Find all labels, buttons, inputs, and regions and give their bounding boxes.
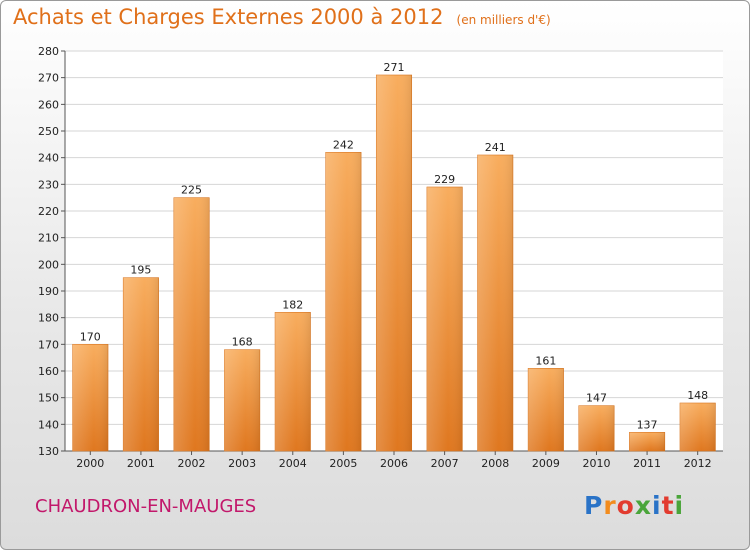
bar-shade-2001 bbox=[123, 277, 159, 451]
bar-shade-2011 bbox=[629, 432, 665, 451]
data-label-2003: 168 bbox=[232, 336, 253, 349]
chart-title: Achats et Charges Externes 2000 à 2012 bbox=[13, 5, 444, 29]
data-label-2004: 182 bbox=[282, 298, 303, 311]
bar-shade-2000 bbox=[72, 344, 109, 451]
y-tick-label: 240 bbox=[38, 152, 59, 165]
y-tick-label: 180 bbox=[38, 312, 59, 325]
x-tick-label-2001: 2001 bbox=[127, 457, 155, 470]
bar-layer: 170 195 225 168 182 242 271 229 241 161 147 137 148 bbox=[72, 61, 716, 452]
data-label-2010: 147 bbox=[586, 392, 607, 405]
x-tick-label-2009: 2009 bbox=[532, 457, 560, 470]
logo-letter: i bbox=[674, 491, 685, 520]
y-tick-label: 210 bbox=[38, 232, 59, 245]
bar-shade-2008 bbox=[477, 155, 513, 451]
x-tick-label-2006: 2006 bbox=[380, 457, 408, 470]
y-tick-label: 130 bbox=[38, 445, 59, 458]
bar-shade-2009 bbox=[528, 368, 564, 451]
data-label-2012: 148 bbox=[687, 389, 708, 402]
y-tick-label: 220 bbox=[38, 205, 59, 218]
data-label-2006: 271 bbox=[384, 61, 405, 74]
y-tick-label: 200 bbox=[38, 258, 59, 271]
x-tick-label-2010: 2010 bbox=[582, 457, 610, 470]
x-tick-label-2002: 2002 bbox=[178, 457, 206, 470]
proxiti-logo: Proxiti bbox=[584, 491, 684, 520]
bar-shade-2010 bbox=[578, 405, 615, 451]
y-tick-label: 190 bbox=[38, 285, 59, 298]
x-tick-label-2008: 2008 bbox=[481, 457, 509, 470]
x-tick-label-2007: 2007 bbox=[431, 457, 459, 470]
logo-letter: P bbox=[584, 491, 604, 520]
data-label-2007: 229 bbox=[434, 173, 455, 186]
y-tick-label: 230 bbox=[38, 178, 59, 191]
y-tick-label: 250 bbox=[38, 125, 59, 138]
bar-shade-2003 bbox=[224, 349, 260, 451]
data-label-2005: 242 bbox=[333, 138, 354, 151]
x-tick-label-2003: 2003 bbox=[228, 457, 256, 470]
x-tick-label-2000: 2000 bbox=[76, 457, 104, 470]
bar-shade-2004 bbox=[275, 312, 311, 451]
data-label-2001: 195 bbox=[130, 264, 151, 277]
y-tick-label: 150 bbox=[38, 392, 59, 405]
chart-title-block: Achats et Charges Externes 2000 à 2012 (… bbox=[13, 5, 551, 29]
chart-unit: (en milliers d'€) bbox=[456, 13, 551, 27]
x-tick-label-2004: 2004 bbox=[279, 457, 307, 470]
bar-shade-2007 bbox=[426, 187, 463, 451]
bar-shade-2006 bbox=[376, 75, 412, 451]
data-label-2009: 161 bbox=[535, 354, 556, 367]
x-tick-label-2005: 2005 bbox=[329, 457, 357, 470]
logo-letter: x bbox=[634, 491, 652, 520]
data-label-2011: 137 bbox=[637, 418, 658, 431]
y-tick-label: 140 bbox=[38, 418, 59, 431]
y-tick-label: 170 bbox=[38, 338, 59, 351]
logo-letter: t bbox=[661, 491, 675, 520]
bar-shade-2002 bbox=[173, 197, 210, 451]
logo-letter: i bbox=[652, 491, 662, 520]
y-tick-label: 270 bbox=[38, 72, 59, 85]
y-tick-label: 280 bbox=[38, 45, 59, 58]
bar-shade-2012 bbox=[679, 403, 716, 451]
commune-name: CHAUDRON-EN-MAUGES bbox=[35, 496, 257, 517]
logo-letter: r bbox=[603, 491, 617, 520]
logo-letter: o bbox=[616, 491, 635, 520]
y-tick-label: 260 bbox=[38, 98, 59, 111]
x-tick-label-2011: 2011 bbox=[633, 457, 661, 470]
data-label-2000: 170 bbox=[80, 330, 101, 343]
data-label-2002: 225 bbox=[181, 184, 202, 197]
y-tick-label: 160 bbox=[38, 365, 59, 378]
data-label-2008: 241 bbox=[485, 141, 506, 154]
x-tick-label-2012: 2012 bbox=[684, 457, 712, 470]
bar-shade-2005 bbox=[325, 152, 362, 452]
